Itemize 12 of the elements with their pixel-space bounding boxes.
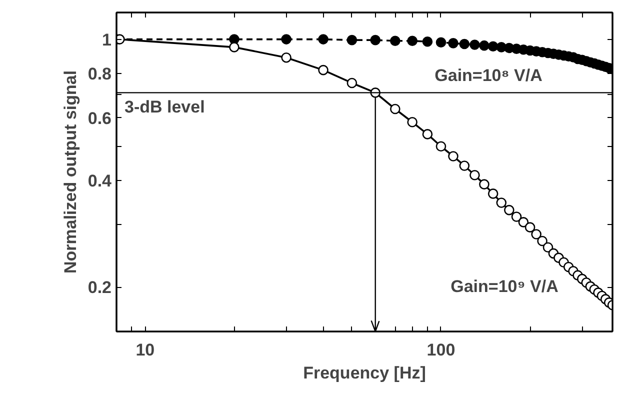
annotation: Gain=10⁹ V/A — [450, 277, 558, 296]
y-tick-label: 0.4 — [88, 171, 112, 190]
x-tick-label: 10 — [136, 340, 155, 360]
y-tick-label: 0.8 — [88, 64, 112, 84]
y-tick-label: 1 — [102, 30, 112, 50]
y-axis-title: Normalized output signal — [60, 70, 80, 274]
y-tick-label: 0.6 — [88, 108, 112, 128]
x-tick-label: 100 — [426, 340, 456, 360]
ref-line-label: 3-dB level — [124, 98, 205, 117]
x-axis-title: Frequency [Hz] — [303, 364, 426, 382]
annotation: Gain=10⁸ V/A — [434, 66, 542, 85]
y-tick-label: 0.2 — [88, 278, 112, 298]
